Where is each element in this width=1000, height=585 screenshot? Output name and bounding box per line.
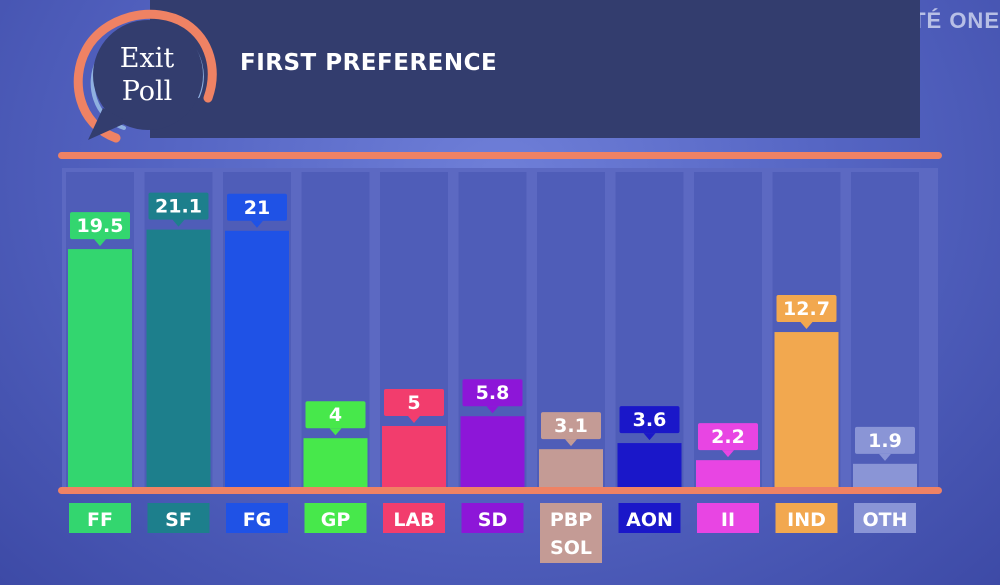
category-box-pbp <box>540 503 602 563</box>
category-label-ind: IND <box>787 509 826 531</box>
category-box-oth <box>854 503 916 533</box>
category-label-lab: LAB <box>393 509 434 531</box>
logo-text: Exit Poll <box>112 42 182 108</box>
bar-ff <box>68 249 132 487</box>
value-label-ii: 2.2 <box>711 426 745 448</box>
category-label-pbp-1: PBP <box>550 509 592 531</box>
logo-line-poll: Poll <box>121 76 173 107</box>
value-tag-ind <box>776 295 837 323</box>
exit-poll-logo <box>73 9 217 143</box>
category-box-sf <box>147 503 210 533</box>
value-tag-gp <box>305 401 366 429</box>
baseline-rule <box>58 487 942 494</box>
value-label-gp: 4 <box>329 404 342 426</box>
category-label-fg: FG <box>243 509 272 531</box>
header-bar: FIRST PREFERENCE <box>150 0 920 138</box>
value-label-ff: 19.5 <box>77 215 124 237</box>
value-tag-pointer-sd <box>486 406 499 414</box>
value-tag-pointer-aon <box>643 433 656 441</box>
value-tag-oth <box>855 426 915 454</box>
logo-bubble <box>93 20 203 130</box>
value-label-fg: 21 <box>244 197 270 219</box>
bar-pbp <box>539 449 603 487</box>
value-tag-sd <box>462 379 523 407</box>
value-tag-pointer-oth <box>879 453 891 461</box>
value-tag-pointer-ff <box>94 239 106 247</box>
chart-title: FIRST PREFERENCE <box>240 50 498 76</box>
value-tag-sf <box>148 192 209 220</box>
value-label-ind: 12.7 <box>783 298 830 320</box>
value-tag-fg <box>227 193 287 221</box>
bar-fg <box>225 230 289 488</box>
logo-bubble-tail <box>88 108 128 140</box>
value-label-lab: 5 <box>407 392 420 414</box>
category-box-ff <box>69 503 131 533</box>
category-label-ii: II <box>721 509 735 531</box>
category-box-gp <box>304 503 367 533</box>
value-tag-pointer-fg <box>251 220 263 228</box>
bar-ii <box>696 460 760 487</box>
category-label-oth: OTH <box>862 509 907 531</box>
value-label-sf: 21.1 <box>155 196 202 218</box>
category-label-gp: GP <box>321 509 351 531</box>
bar-lab <box>382 426 446 487</box>
category-label-aon: AON <box>626 509 673 531</box>
category-label-sf: SF <box>165 509 192 531</box>
bar-gp <box>303 438 368 487</box>
category-label-ff: FF <box>87 509 113 531</box>
category-box-ind <box>775 503 838 533</box>
category-box-sd <box>461 503 524 533</box>
logo-line-exit: Exit <box>119 43 175 74</box>
value-tag-pointer-pbp <box>565 439 577 447</box>
value-tag-pbp <box>541 412 601 440</box>
value-tag-lab <box>384 389 444 416</box>
value-label-aon: 3.6 <box>633 409 667 431</box>
category-box-aon <box>618 503 681 533</box>
category-label-pbp-2: SOL <box>550 537 592 559</box>
value-label-pbp: 3.1 <box>554 415 588 437</box>
top-rule <box>58 152 942 159</box>
value-tag-pointer-sf <box>172 219 185 227</box>
category-label-sd: SD <box>478 509 507 531</box>
value-label-sd: 5.8 <box>476 382 510 404</box>
category-box-ii <box>697 503 759 533</box>
value-tag-pointer-ind <box>800 322 813 330</box>
logo-ring-outer <box>73 9 217 143</box>
value-tag-pointer-lab <box>408 416 420 423</box>
category-box-lab <box>383 503 445 533</box>
value-tag-ff <box>70 212 130 240</box>
value-label-oth: 1.9 <box>868 430 902 452</box>
bar-sd <box>460 416 525 487</box>
value-tag-pointer-ii <box>722 450 734 458</box>
value-tag-aon <box>619 406 680 434</box>
bar-ind <box>774 332 839 487</box>
value-tag-pointer-gp <box>329 428 342 436</box>
bar-sf <box>146 229 211 487</box>
bar-oth <box>853 463 917 487</box>
bar-aon <box>617 443 682 487</box>
value-tag-ii <box>698 423 758 451</box>
category-box-fg <box>226 503 288 533</box>
